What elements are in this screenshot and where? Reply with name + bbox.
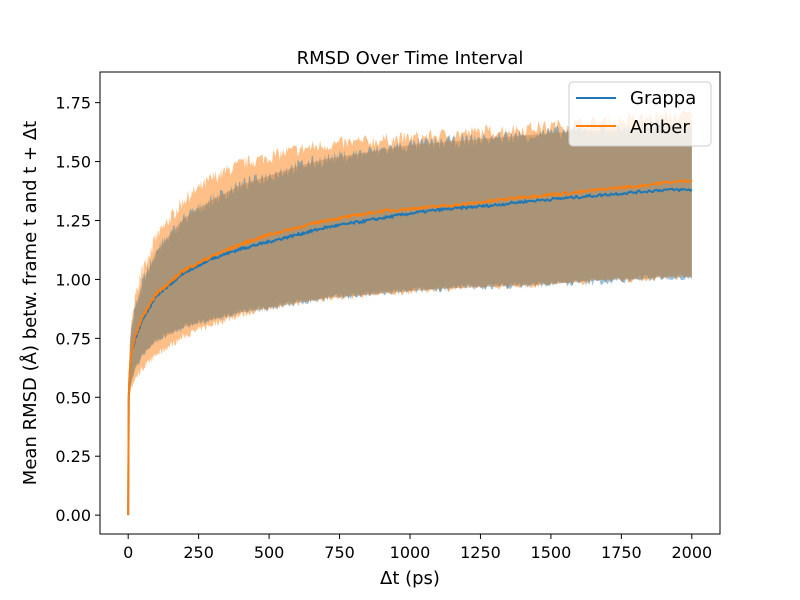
legend: Grappa Amber [568, 81, 712, 147]
x-axis-label: Δt (ps) [380, 568, 440, 589]
x-tick-label: 1000 [390, 543, 431, 562]
legend-label-amber: Amber [630, 117, 690, 138]
y-tick-label: 0.00 [55, 506, 91, 525]
series-lines [127, 178, 693, 516]
chart-title: RMSD Over Time Interval [297, 48, 524, 69]
y-tick-label: 0.50 [55, 388, 91, 407]
line-amber [127, 178, 693, 516]
y-tick-label: 0.25 [55, 447, 91, 466]
x-axis-ticks: 0 250 500 750 1000 1250 1500 1750 2000 [123, 534, 712, 562]
line-grappa [127, 187, 693, 516]
y-tick-label: 1.50 [55, 153, 91, 172]
x-tick-label: 2000 [671, 543, 712, 562]
band-overlap [128, 126, 692, 516]
y-tick-label: 1.25 [55, 212, 91, 231]
x-tick-label: 500 [254, 543, 285, 562]
y-tick-label: 1.75 [55, 94, 91, 113]
x-tick-label: 1750 [601, 543, 642, 562]
x-tick-label: 750 [324, 543, 355, 562]
x-tick-label: 1250 [460, 543, 501, 562]
x-tick-label: 1500 [531, 543, 572, 562]
x-tick-label: 250 [183, 543, 214, 562]
y-tick-label: 1.00 [55, 270, 91, 289]
x-tick-label: 0 [123, 543, 133, 562]
y-axis-ticks: 0.00 0.25 0.50 0.75 1.00 1.25 1.50 1.75 [55, 94, 100, 525]
y-tick-label: 0.75 [55, 329, 91, 348]
confidence-bands [128, 109, 692, 516]
legend-label-grappa: Grappa [630, 88, 696, 109]
y-axis-label: Mean RMSD (Å) betw. frame t and t + Δt [19, 121, 41, 485]
